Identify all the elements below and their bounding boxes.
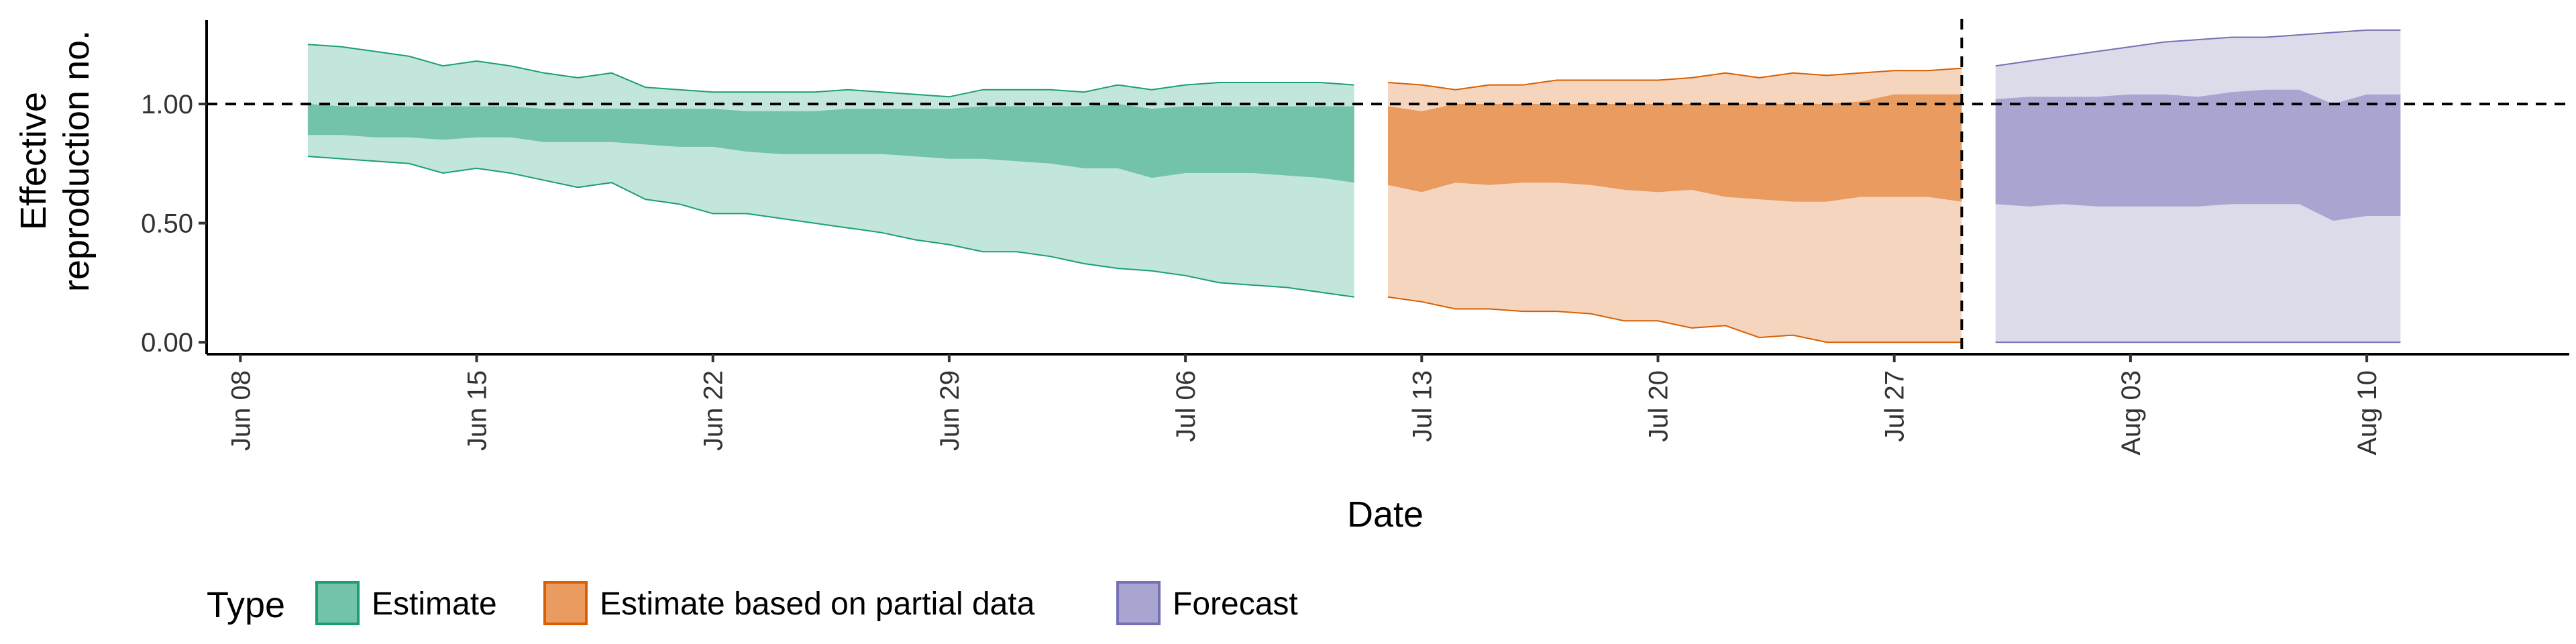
x-tick-label: Aug 10 [2353, 370, 2382, 455]
legend-label-estimate-based-on-partial-data: Estimate based on partial data [600, 586, 1035, 622]
x-tick-label: Jun 15 [463, 370, 492, 451]
y-tick-label: 0.00 [141, 328, 193, 358]
series-bands [307, 29, 2401, 343]
band-upper-edge-estimate-based-on-partial-data [1387, 67, 1962, 91]
band-50-forecast [1995, 89, 2401, 221]
band-lower-edge-estimate [307, 156, 1354, 298]
x-tick-label: Jul 27 [1880, 370, 1910, 442]
legend-key-forecast [1116, 581, 1161, 625]
band-lower-edge-estimate-based-on-partial-data [1387, 296, 1962, 343]
axes: 0.00 0.50 1.00 Jun 08 Jun 15 Jun 22 Jun 29 Jul… [141, 20, 2569, 455]
x-tick-label: Jun 22 [699, 370, 729, 451]
x-tick-label: Jun 08 [226, 370, 256, 451]
x-tick-label: Jul 20 [1644, 370, 1674, 442]
x-axis-title: Date [1347, 494, 1424, 535]
x-tick-label: Aug 03 [2116, 370, 2146, 455]
band-upper-edge-estimate [307, 44, 1354, 98]
legend-label-forecast: Forecast [1173, 586, 1298, 622]
x-tick-label: Jul 13 [1407, 370, 1437, 442]
band-upper-edge-forecast [1995, 29, 2401, 67]
legend: Type Estimate Estimate based on partial d… [207, 581, 1298, 625]
band-50-estimate-based-on-partial-data [1388, 94, 1962, 202]
x-tick-label: Jun 29 [935, 370, 965, 451]
legend-key-estimate-based-on-partial-data [543, 581, 588, 625]
legend-key-estimate [315, 581, 360, 625]
x-tick-label: Jul 06 [1171, 370, 1201, 442]
legend-label-estimate: Estimate [372, 586, 497, 622]
x-ticks: Jun 08 Jun 15 Jun 22 Jun 29 Jul 06 Jul 13 Jul … [226, 354, 2382, 455]
y-axis-title-line-1: Effective [13, 92, 54, 230]
legend-title: Type [207, 585, 285, 625]
band-50-estimate [307, 104, 1354, 183]
y-axis-title-line-2: reproduction no. [56, 30, 97, 292]
y-tick-label: 1.00 [141, 90, 193, 119]
y-tick-label: 0.50 [141, 209, 193, 239]
y-ticks: 0.00 0.50 1.00 [141, 90, 207, 358]
